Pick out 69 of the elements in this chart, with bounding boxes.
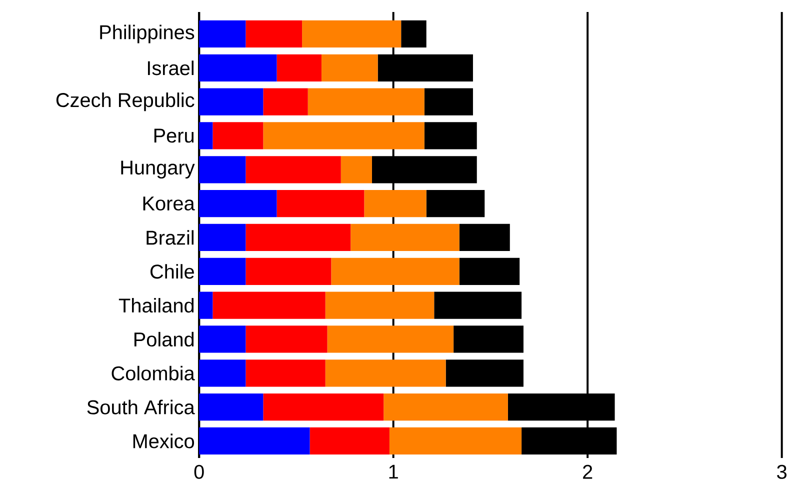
bar <box>424 122 477 150</box>
bar <box>308 88 424 116</box>
bar <box>199 122 213 150</box>
bar <box>276 190 364 218</box>
bar <box>199 292 213 319</box>
x-tick-label: 1 <box>389 464 398 479</box>
y-tick-label: Philippines <box>100 24 194 44</box>
bar <box>325 360 446 387</box>
y-tick-label: Hungary <box>121 160 195 179</box>
x-tick-label: 0 <box>194 464 204 480</box>
bar <box>199 394 264 421</box>
bar <box>263 88 308 116</box>
bar <box>276 54 322 82</box>
y-tick-label: Poland <box>134 332 194 347</box>
y-tick-label: Chile <box>150 264 194 279</box>
bar <box>401 20 426 48</box>
bar <box>378 54 473 82</box>
y-tick-label: Colombia <box>112 366 195 381</box>
bar <box>372 156 477 184</box>
y-tick-label: Peru <box>154 128 194 143</box>
bar <box>246 360 326 387</box>
bar <box>426 190 485 218</box>
bar <box>199 20 246 48</box>
bar <box>199 54 277 82</box>
y-tick-label: Korea <box>143 196 195 211</box>
bar <box>459 224 510 252</box>
bar <box>454 326 524 353</box>
y-tick-label: Czech Republic <box>56 92 194 112</box>
bar <box>508 394 615 421</box>
bar <box>199 156 246 184</box>
bar <box>199 224 246 252</box>
x-tick-label: 2 <box>583 464 592 479</box>
bar <box>246 224 351 252</box>
bar <box>212 292 326 319</box>
y-tick-label: Brazil <box>146 230 194 245</box>
bar <box>263 394 384 421</box>
bar <box>302 20 402 48</box>
bar <box>321 54 378 82</box>
y-tick-label: South Africa <box>87 400 195 414</box>
bar <box>384 394 508 421</box>
bar <box>246 156 341 184</box>
x-tick-label: 3 <box>777 464 786 480</box>
bar <box>199 360 246 387</box>
bar <box>246 326 328 353</box>
bar <box>350 224 460 252</box>
bar <box>199 190 277 218</box>
y-tick-label: Mexico <box>133 434 194 448</box>
bar <box>199 428 310 455</box>
bar <box>246 258 332 286</box>
bar <box>331 258 460 286</box>
bar <box>310 428 390 455</box>
bar <box>434 292 522 319</box>
bar <box>424 88 473 116</box>
bar <box>263 122 424 150</box>
bar <box>325 292 434 319</box>
bar <box>327 326 454 353</box>
bar <box>459 258 520 286</box>
bar <box>199 326 246 353</box>
bar <box>364 190 426 218</box>
bar <box>446 360 524 387</box>
bar <box>212 122 264 150</box>
bar <box>340 156 372 184</box>
y-tick-label: Thailand <box>118 298 194 313</box>
bar <box>522 428 617 455</box>
bar <box>389 428 522 455</box>
bar <box>199 258 246 286</box>
bar <box>199 88 264 116</box>
y-tick-label: Israel <box>148 60 194 76</box>
bar <box>246 20 302 48</box>
